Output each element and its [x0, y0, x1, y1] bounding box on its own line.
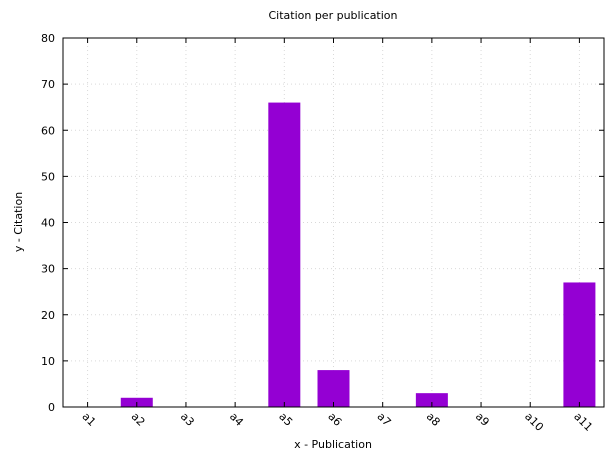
grid-lines — [63, 38, 604, 407]
y-tick-label: 20 — [41, 309, 55, 322]
x-axis-label: x - Publication — [294, 438, 372, 451]
x-tick-label-a4: a4 — [227, 410, 246, 429]
y-tick-label: 30 — [41, 263, 55, 276]
y-tick-label: 70 — [41, 78, 55, 91]
y-axis-ticks: 0 10 20 30 40 50 60 70 80 — [41, 32, 604, 414]
x-tick-label-a5: a5 — [276, 410, 295, 429]
chart-title: Citation per publication — [268, 9, 397, 22]
plot-frame — [62, 37, 605, 408]
y-tick-label: 10 — [41, 355, 55, 368]
x-tick-label-a2: a2 — [129, 410, 148, 429]
bar-a6 — [317, 370, 350, 407]
x-tick-label-a7: a7 — [375, 410, 394, 429]
x-tick-label-a6: a6 — [325, 410, 344, 429]
x-tick-label-a1: a1 — [79, 410, 98, 429]
x-tick-label-a3: a3 — [178, 410, 197, 429]
bar-a5 — [268, 102, 301, 407]
x-tick-label-a9: a9 — [473, 410, 492, 429]
bar-a11 — [563, 282, 596, 407]
y-tick-label: 0 — [48, 401, 55, 414]
x-tick-label-a10: a10 — [522, 410, 546, 434]
y-tick-label: 60 — [41, 124, 55, 137]
bar-a8 — [415, 393, 448, 407]
bars — [120, 102, 596, 407]
y-tick-label: 40 — [41, 217, 55, 230]
y-axis-label: y - Citation — [12, 192, 25, 252]
y-tick-label: 50 — [41, 170, 55, 183]
y-tick-label: 80 — [41, 32, 55, 45]
x-tick-label-a8: a8 — [424, 410, 443, 429]
x-tick-label-a11: a11 — [571, 410, 595, 434]
